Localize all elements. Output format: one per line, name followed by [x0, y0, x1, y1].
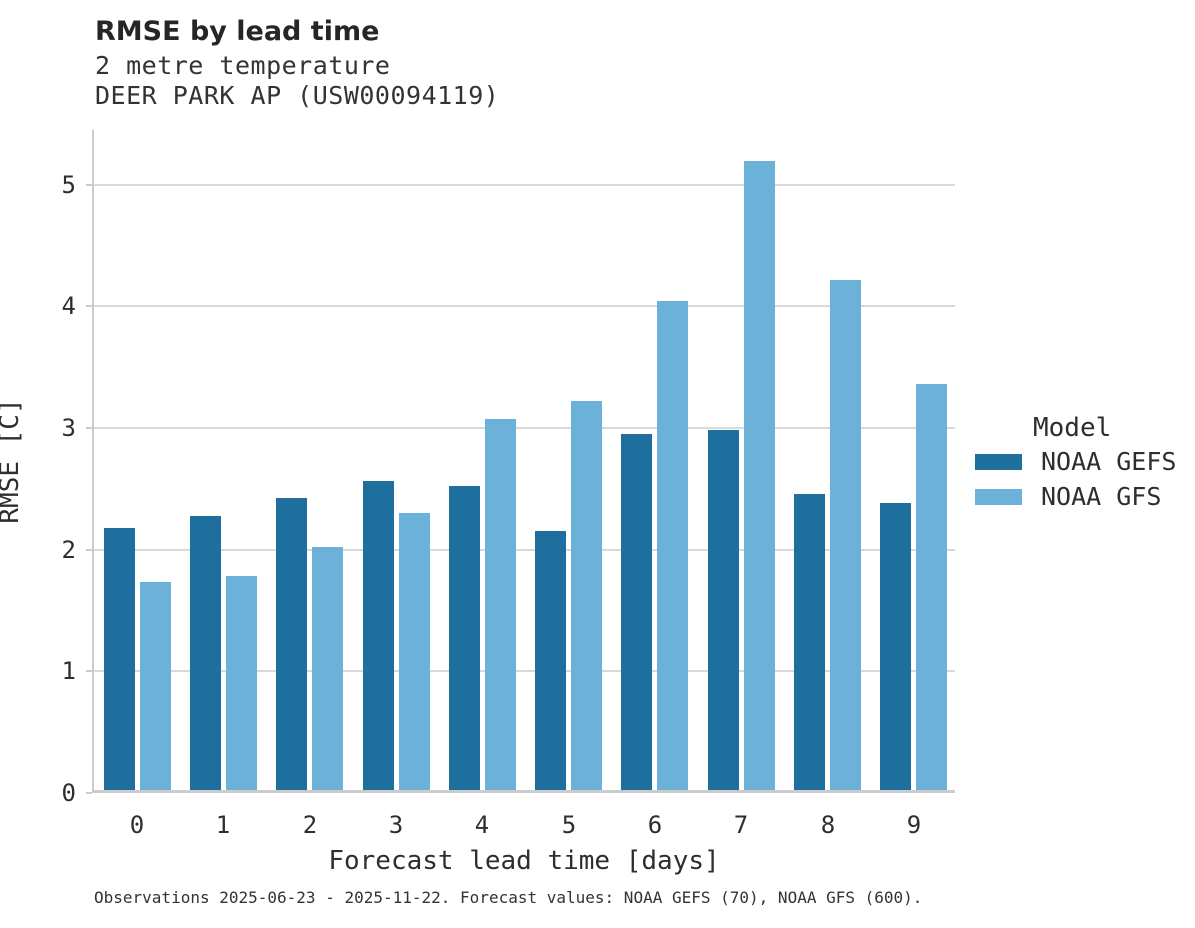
bar-noaa-gfs-lead-1 — [226, 576, 257, 790]
x-tick-label-4: 4 — [474, 811, 490, 839]
y-tick-label-1: 1 — [61, 657, 76, 686]
bar-noaa-gefs-lead-1 — [190, 516, 221, 790]
bar-noaa-gefs-lead-0 — [104, 528, 135, 790]
y-tick-mark-0 — [86, 792, 92, 794]
bar-noaa-gefs-lead-7 — [708, 430, 739, 790]
bar-noaa-gefs-lead-5 — [535, 531, 566, 790]
x-tick-label-7: 7 — [733, 811, 749, 839]
legend: Model NOAA GEFS NOAA GFS — [975, 412, 1190, 514]
caption: Observations 2025-06-23 - 2025-11-22. Fo… — [94, 888, 923, 907]
chart-subtitle-station: DEER PARK AP (USW00094119) — [95, 81, 500, 110]
bar-noaa-gefs-lead-8 — [794, 494, 825, 790]
gridline-y-3 — [94, 427, 955, 430]
chart-title: RMSE by lead time — [95, 16, 380, 47]
y-tick-mark-3 — [86, 427, 92, 430]
x-tick-label-0: 0 — [129, 811, 145, 839]
legend-swatch-icon — [975, 453, 1022, 470]
y-tick-label-3: 3 — [61, 414, 76, 443]
gridline-y-1 — [94, 670, 955, 673]
y-tick-mark-4 — [86, 305, 92, 308]
x-tick-label-8: 8 — [820, 811, 836, 839]
x-tick-label-9: 9 — [906, 811, 922, 839]
chart-subtitle-variable: 2 metre temperature — [95, 51, 391, 80]
x-tick-label-5: 5 — [561, 811, 577, 839]
y-tick-mark-5 — [86, 183, 92, 186]
legend-label: NOAA GEFS — [1041, 447, 1177, 476]
x-tick-label-2: 2 — [302, 811, 318, 839]
y-tick-mark-1 — [86, 670, 92, 673]
x-tick-label-3: 3 — [388, 811, 404, 839]
legend-swatch-icon — [975, 488, 1022, 505]
bar-noaa-gfs-lead-9 — [916, 384, 947, 790]
gridline-y-4 — [94, 305, 955, 308]
bar-noaa-gfs-lead-4 — [485, 419, 516, 790]
y-tick-label-4: 4 — [61, 292, 76, 321]
gridline-y-2 — [94, 548, 955, 551]
bar-noaa-gfs-lead-5 — [571, 401, 602, 790]
bar-noaa-gfs-lead-0 — [140, 582, 171, 790]
y-axis-label: RMSE [C] — [0, 398, 25, 524]
y-tick-label-0: 0 — [61, 779, 76, 807]
bar-noaa-gfs-lead-7 — [744, 161, 775, 790]
legend-entry-noaa-gefs: NOAA GEFS — [975, 444, 1190, 479]
legend-title: Model — [1033, 413, 1112, 443]
x-axis-label: Forecast lead time [days] — [328, 846, 720, 876]
y-tick-label-5: 5 — [61, 170, 76, 199]
bar-noaa-gfs-lead-8 — [830, 280, 861, 790]
x-tick-label-1: 1 — [215, 811, 231, 839]
y-tick-mark-2 — [86, 548, 92, 551]
x-tick-label-6: 6 — [647, 811, 663, 839]
bar-noaa-gefs-lead-4 — [449, 486, 480, 790]
bar-noaa-gfs-lead-3 — [399, 513, 430, 790]
bar-noaa-gefs-lead-6 — [621, 434, 652, 790]
y-tick-label-2: 2 — [61, 535, 76, 564]
bar-noaa-gfs-lead-6 — [657, 301, 688, 790]
gridline-y-5 — [94, 183, 955, 186]
bar-noaa-gefs-lead-3 — [363, 481, 394, 790]
legend-entry-noaa-gfs: NOAA GFS — [975, 479, 1190, 514]
legend-label: NOAA GFS — [1041, 482, 1162, 511]
bar-noaa-gefs-lead-9 — [880, 503, 911, 790]
bar-noaa-gefs-lead-2 — [276, 498, 307, 790]
bar-noaa-gfs-lead-2 — [312, 547, 343, 790]
plot-area: 0 1 2 3 4 5 0 1 2 3 4 5 6 7 8 9 — [62, 130, 955, 839]
